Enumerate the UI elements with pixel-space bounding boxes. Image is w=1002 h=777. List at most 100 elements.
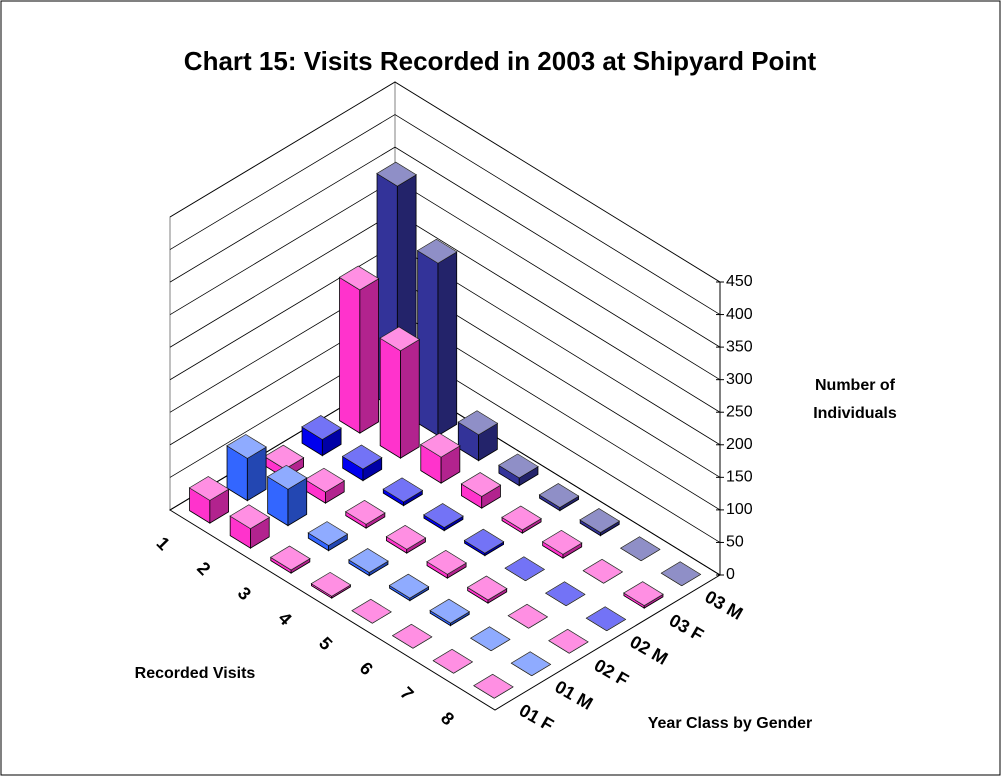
bar bbox=[426, 550, 467, 579]
bar-top bbox=[541, 530, 583, 555]
bar-top-light bbox=[420, 433, 460, 458]
bar-top bbox=[301, 415, 342, 440]
bar-top-light bbox=[473, 674, 513, 699]
bar bbox=[391, 623, 433, 649]
bar-top bbox=[501, 505, 542, 531]
bar-top-light bbox=[461, 472, 501, 497]
bar-top-light bbox=[427, 550, 467, 575]
bar-top-light bbox=[267, 465, 307, 490]
bar-top bbox=[304, 467, 345, 493]
bar-top-light bbox=[539, 483, 579, 508]
bar-top bbox=[545, 581, 586, 607]
bar-top-light bbox=[505, 556, 545, 581]
bar-top-light bbox=[623, 581, 663, 606]
y-tick-label: 200 bbox=[726, 436, 753, 453]
bar bbox=[341, 444, 383, 482]
bar-side-shade bbox=[522, 518, 542, 534]
bar bbox=[429, 598, 470, 627]
bar bbox=[548, 628, 589, 654]
bar-top bbox=[382, 477, 424, 503]
bar bbox=[504, 556, 545, 582]
bar bbox=[466, 575, 508, 604]
bar-top-light bbox=[308, 521, 348, 546]
bar-top-light bbox=[270, 546, 310, 570]
bar-top-light bbox=[386, 525, 426, 550]
bar-top-light bbox=[508, 604, 548, 629]
bar-side-shade bbox=[562, 542, 582, 559]
bar bbox=[423, 503, 464, 532]
bar-top bbox=[473, 673, 514, 699]
bar-top-light bbox=[467, 576, 507, 600]
bar bbox=[385, 525, 427, 554]
bar-top-light bbox=[345, 500, 385, 525]
bar-top-light bbox=[383, 477, 423, 502]
bar-top bbox=[351, 598, 392, 624]
bar-side-shade bbox=[600, 521, 620, 536]
bar-side-shade bbox=[478, 423, 498, 461]
bar-top-light bbox=[339, 266, 379, 290]
bar-top-light bbox=[377, 162, 417, 186]
bar-top-light bbox=[189, 476, 229, 501]
bar-side-shade bbox=[325, 480, 345, 504]
bar bbox=[310, 571, 352, 599]
bar-top bbox=[345, 500, 386, 525]
bar bbox=[266, 464, 308, 527]
bar bbox=[510, 651, 552, 677]
bar-side-shade bbox=[559, 496, 579, 511]
bar bbox=[460, 472, 502, 509]
bar bbox=[416, 238, 458, 437]
bar bbox=[348, 548, 389, 577]
bar-top bbox=[338, 265, 380, 291]
bar-top bbox=[585, 606, 627, 632]
bar-top-light bbox=[586, 606, 626, 631]
bar bbox=[388, 573, 430, 602]
bar-top bbox=[504, 556, 545, 582]
bar-side-shade bbox=[441, 445, 460, 484]
y-tick-label: 100 bbox=[726, 501, 753, 518]
bar-top-light bbox=[227, 434, 267, 459]
y-tick-label: 0 bbox=[726, 566, 735, 583]
bar-top-light bbox=[458, 410, 498, 435]
bar-top bbox=[348, 548, 389, 573]
bar-top-light bbox=[380, 326, 420, 351]
bar-top bbox=[460, 472, 502, 497]
bar-top bbox=[582, 558, 624, 584]
bar bbox=[457, 410, 499, 462]
bar-side-shade bbox=[247, 447, 267, 501]
bar-side-shade bbox=[406, 537, 426, 554]
bar-top-light bbox=[580, 508, 620, 533]
bar-side-shade bbox=[328, 534, 348, 551]
bar bbox=[345, 500, 386, 529]
bar-top-light bbox=[661, 561, 701, 586]
bar-side-shade bbox=[409, 586, 429, 601]
bar-top-light bbox=[548, 629, 588, 654]
bar-front bbox=[379, 337, 401, 459]
bar-top bbox=[457, 410, 499, 436]
bar bbox=[470, 626, 511, 652]
bar-side-shade bbox=[437, 251, 457, 436]
bar-side-shade bbox=[519, 466, 538, 486]
bar-top bbox=[432, 648, 474, 674]
bar bbox=[585, 606, 627, 632]
bar bbox=[432, 648, 474, 674]
y-tick-label: 50 bbox=[726, 534, 744, 551]
bar-side-shade bbox=[322, 428, 342, 456]
bar-top bbox=[188, 476, 230, 501]
bar-side-shade bbox=[484, 541, 504, 556]
bar bbox=[463, 528, 505, 557]
bar-top bbox=[660, 561, 702, 587]
y-axis-title: Number of Individuals bbox=[813, 377, 897, 422]
bar-top bbox=[623, 581, 664, 606]
bar-top bbox=[510, 651, 552, 677]
bar-top bbox=[470, 626, 511, 652]
bar bbox=[420, 432, 461, 484]
bar-top-light bbox=[470, 626, 510, 651]
bar-top bbox=[579, 508, 620, 533]
bar-top-light bbox=[464, 529, 504, 554]
bar bbox=[541, 530, 583, 559]
bar-side-shade bbox=[450, 611, 470, 626]
bar-top-light bbox=[230, 504, 270, 529]
bar bbox=[660, 561, 702, 587]
bar-top bbox=[416, 238, 458, 264]
